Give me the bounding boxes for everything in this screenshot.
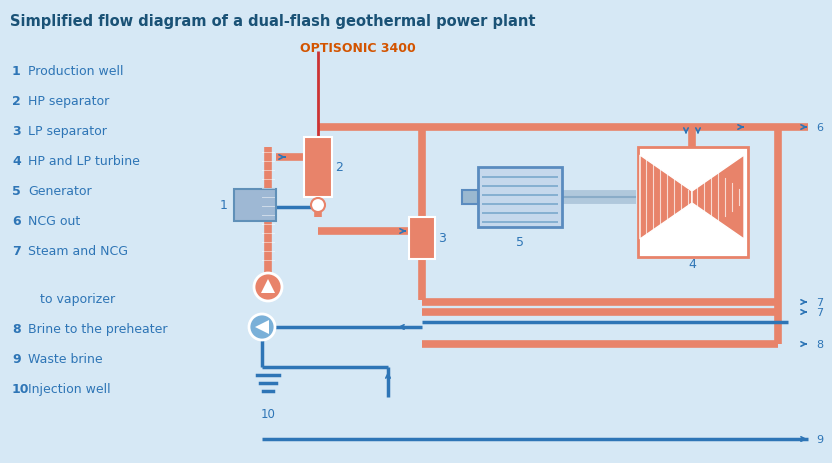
Polygon shape xyxy=(255,320,269,334)
Text: Injection well: Injection well xyxy=(28,382,111,395)
Text: to vaporizer: to vaporizer xyxy=(28,292,115,305)
Text: 3: 3 xyxy=(438,232,446,245)
Polygon shape xyxy=(640,156,692,239)
Text: 6: 6 xyxy=(816,123,823,133)
Text: 8: 8 xyxy=(12,322,21,335)
Text: 4: 4 xyxy=(688,257,696,270)
Bar xyxy=(409,218,435,259)
Polygon shape xyxy=(692,156,744,239)
Text: Generator: Generator xyxy=(28,185,92,198)
Text: LP separator: LP separator xyxy=(28,125,106,138)
Bar xyxy=(478,168,562,227)
Text: 9: 9 xyxy=(816,434,823,444)
Bar xyxy=(304,138,332,198)
Text: Simplified flow diagram of a dual-flash geothermal power plant: Simplified flow diagram of a dual-flash … xyxy=(10,14,536,29)
Text: Brine to the preheater: Brine to the preheater xyxy=(28,322,167,335)
Text: 6: 6 xyxy=(12,214,21,227)
Bar xyxy=(638,148,748,257)
Text: 7: 7 xyxy=(12,244,21,257)
Text: 5: 5 xyxy=(516,236,524,249)
Text: HP separator: HP separator xyxy=(28,95,109,108)
Circle shape xyxy=(254,274,282,301)
Bar xyxy=(234,189,276,221)
Text: 2: 2 xyxy=(12,95,21,108)
Text: 9: 9 xyxy=(12,352,21,365)
Text: HP and LP turbine: HP and LP turbine xyxy=(28,155,140,168)
Text: 7: 7 xyxy=(816,297,823,307)
Text: Steam and NCG: Steam and NCG xyxy=(28,244,128,257)
Polygon shape xyxy=(261,279,275,294)
Text: 10: 10 xyxy=(260,407,275,420)
Text: NCG out: NCG out xyxy=(28,214,80,227)
Text: 8: 8 xyxy=(816,339,823,349)
Text: 3: 3 xyxy=(12,125,21,138)
Bar xyxy=(462,191,478,205)
Circle shape xyxy=(249,314,275,340)
Text: 2: 2 xyxy=(335,161,343,174)
Text: 5: 5 xyxy=(12,185,21,198)
Text: Production well: Production well xyxy=(28,65,123,78)
Text: 10: 10 xyxy=(12,382,29,395)
Text: 1: 1 xyxy=(220,199,228,212)
Text: 1: 1 xyxy=(12,65,21,78)
Text: 4: 4 xyxy=(12,155,21,168)
Circle shape xyxy=(311,199,325,213)
Text: 7: 7 xyxy=(816,307,823,317)
Text: Waste brine: Waste brine xyxy=(28,352,102,365)
Text: OPTISONIC 3400: OPTISONIC 3400 xyxy=(300,42,416,55)
